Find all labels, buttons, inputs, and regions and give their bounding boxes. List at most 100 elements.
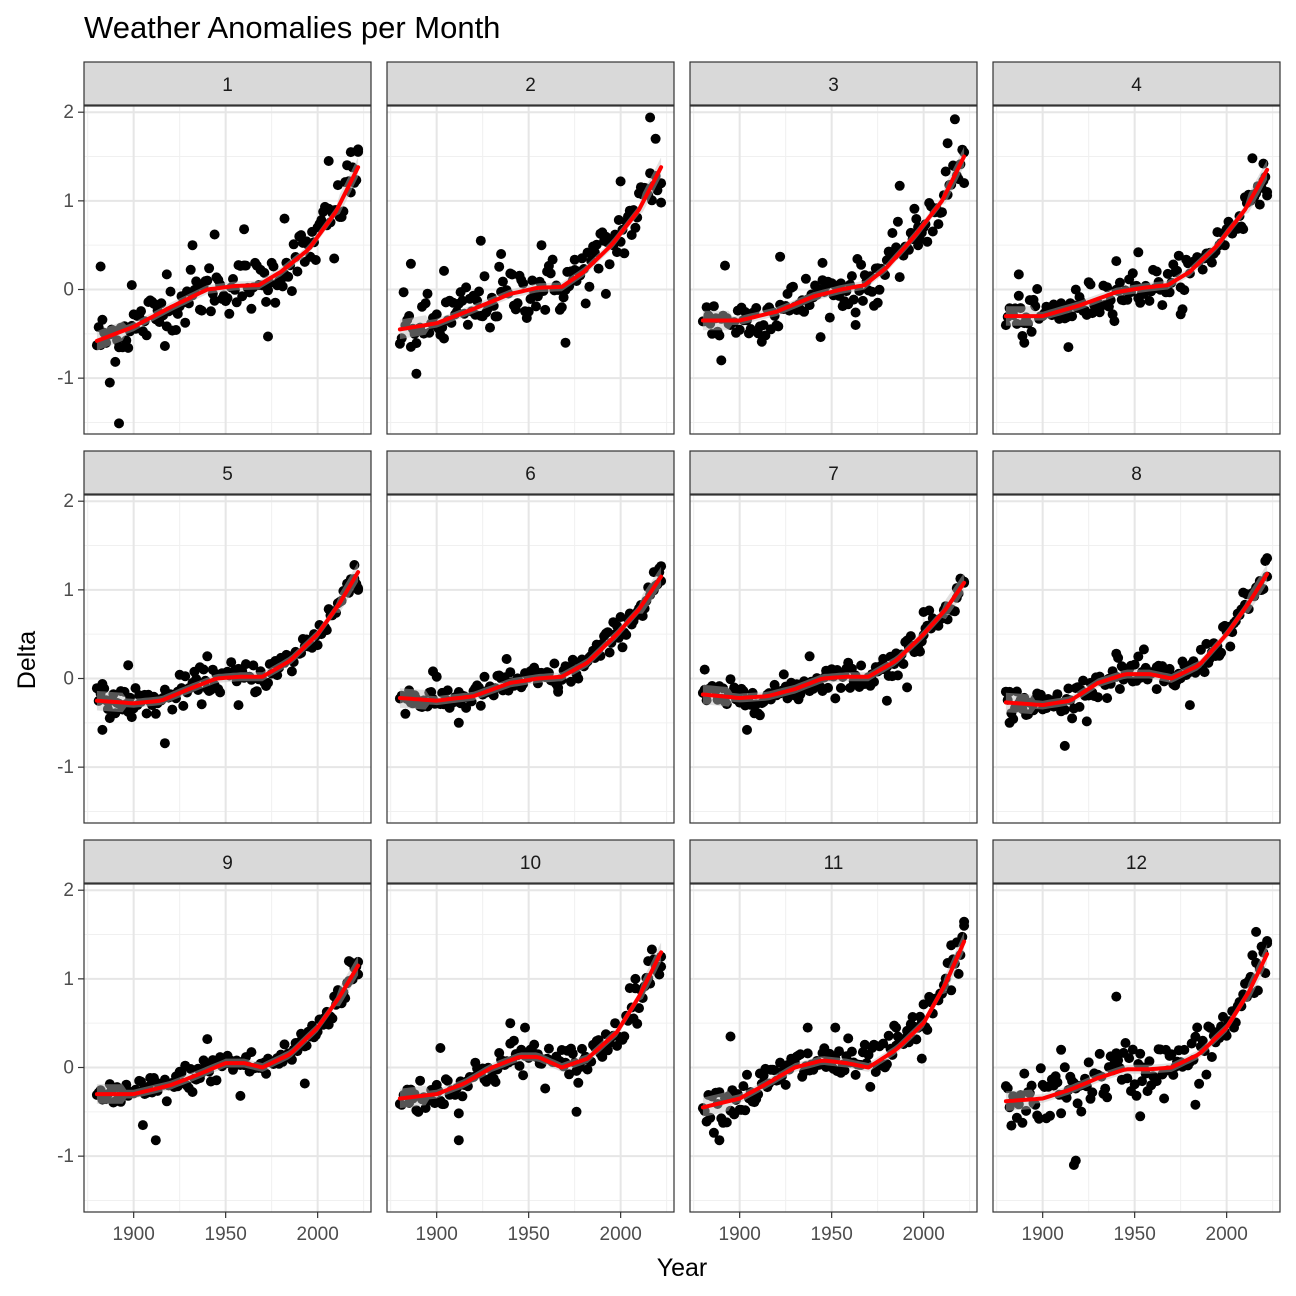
- panel-border: [83, 883, 372, 1213]
- data-point: [846, 271, 857, 282]
- data-point: [123, 342, 134, 353]
- data-point: [233, 700, 244, 711]
- data-point: [815, 332, 826, 343]
- data-point: [1026, 326, 1037, 337]
- data-point: [1000, 320, 1011, 331]
- data-point: [553, 686, 564, 697]
- data-point: [126, 280, 137, 291]
- data-point: [773, 321, 784, 332]
- data-point: [835, 683, 846, 693]
- data-point: [915, 646, 925, 657]
- y-tick-label: 1: [63, 191, 74, 212]
- panel-border: [992, 105, 1281, 435]
- data-point: [1067, 311, 1078, 322]
- data-point: [1197, 264, 1208, 275]
- smooth-line: [1003, 167, 1270, 319]
- x-tick-label: 1950: [508, 1224, 550, 1245]
- data-point: [1201, 1069, 1212, 1080]
- data-point: [604, 259, 615, 270]
- data-point: [1083, 1057, 1094, 1068]
- smooth-line: [700, 154, 967, 323]
- facet-panel-3: 3: [689, 61, 978, 435]
- data-point: [865, 1081, 876, 1092]
- smooth-confidence-band: [399, 942, 662, 1109]
- data-point: [1021, 1105, 1032, 1116]
- data-point: [338, 206, 349, 217]
- panel-border: [689, 494, 978, 824]
- data-point: [775, 251, 786, 262]
- data-point: [1105, 295, 1116, 306]
- data-point: [905, 631, 916, 642]
- data-point: [646, 195, 657, 206]
- data-point: [907, 1012, 918, 1022]
- data-point: [701, 695, 712, 706]
- data-point: [589, 247, 600, 258]
- data-point: [1151, 266, 1162, 277]
- data-point: [1076, 1106, 1087, 1117]
- data-point: [246, 303, 257, 314]
- data-point: [1172, 265, 1182, 276]
- data-point: [769, 679, 780, 690]
- data-point: [959, 178, 970, 189]
- data-point: [1113, 1055, 1124, 1066]
- data-point: [593, 1035, 604, 1046]
- data-point: [114, 418, 124, 429]
- data-point: [1168, 1069, 1179, 1080]
- data-point: [593, 263, 604, 274]
- data-point: [453, 1135, 464, 1146]
- data-point: [547, 254, 558, 265]
- data-point: [123, 660, 134, 671]
- data-point: [279, 1039, 290, 1050]
- data-point: [420, 298, 431, 309]
- facet-panel-7: 7: [689, 450, 978, 824]
- data-point: [916, 1053, 927, 1064]
- data-point: [1094, 1048, 1105, 1059]
- data-point: [1015, 303, 1026, 314]
- x-tick-label: 1900: [416, 1224, 458, 1245]
- data-point: [1133, 651, 1144, 662]
- data-point: [1056, 298, 1067, 309]
- facet-strip: [992, 450, 1281, 495]
- data-point: [97, 314, 108, 325]
- data-point: [312, 640, 323, 651]
- y-tick-label: 2: [63, 491, 74, 512]
- data-point: [569, 265, 580, 275]
- panel-border: [83, 494, 372, 824]
- facet-strip: [83, 839, 372, 884]
- data-point: [251, 686, 262, 697]
- facet-panel-6: 6: [386, 450, 675, 824]
- data-point: [778, 669, 789, 680]
- data-point: [1063, 342, 1074, 353]
- data-point: [804, 300, 815, 311]
- data-point: [1260, 968, 1271, 979]
- facet-panel-4: 4: [992, 61, 1281, 435]
- data-point: [650, 133, 661, 144]
- data-point: [949, 114, 960, 125]
- data-point: [540, 304, 551, 315]
- data-point: [1194, 1078, 1205, 1089]
- data-point: [621, 629, 632, 640]
- smooth-confidence-band: [1005, 160, 1268, 326]
- data-point: [1175, 309, 1186, 320]
- data-point: [619, 1031, 630, 1042]
- data-point: [720, 260, 730, 271]
- data-point: [721, 1117, 732, 1128]
- data-point: [474, 286, 484, 297]
- data-point: [224, 308, 235, 319]
- data-point: [1135, 1048, 1146, 1059]
- data-point: [850, 320, 861, 330]
- data-point: [1173, 250, 1184, 261]
- data-point: [286, 666, 297, 677]
- data-point: [584, 281, 595, 292]
- data-point: [185, 264, 196, 275]
- data-point: [492, 311, 503, 322]
- data-point: [259, 267, 270, 278]
- data-point: [898, 659, 909, 669]
- data-point: [413, 1106, 424, 1117]
- data-point: [187, 240, 198, 251]
- data-point: [159, 738, 170, 749]
- data-point: [1026, 1080, 1037, 1091]
- data-point: [922, 1024, 933, 1035]
